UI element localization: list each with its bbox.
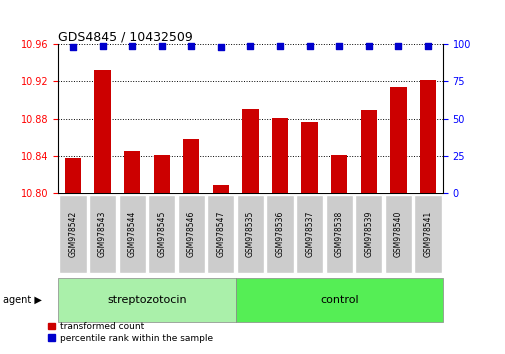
Text: GSM978544: GSM978544 <box>127 210 136 257</box>
FancyBboxPatch shape <box>89 195 116 273</box>
Bar <box>389 87 406 193</box>
Bar <box>212 185 229 193</box>
FancyBboxPatch shape <box>148 195 175 273</box>
Text: GSM978545: GSM978545 <box>157 210 166 257</box>
Text: GSM978543: GSM978543 <box>98 210 107 257</box>
Point <box>393 43 401 48</box>
Text: streptozotocin: streptozotocin <box>107 295 186 305</box>
Point <box>246 43 254 48</box>
Text: control: control <box>319 295 358 305</box>
Legend: transformed count, percentile rank within the sample: transformed count, percentile rank withi… <box>48 322 213 343</box>
Text: GSM978547: GSM978547 <box>216 210 225 257</box>
Text: GSM978539: GSM978539 <box>364 210 373 257</box>
Point <box>98 43 107 48</box>
Text: GSM978537: GSM978537 <box>305 210 314 257</box>
Bar <box>360 110 376 193</box>
Point <box>305 43 313 48</box>
Bar <box>301 122 317 193</box>
FancyBboxPatch shape <box>414 195 441 273</box>
FancyBboxPatch shape <box>118 195 145 273</box>
Text: GSM978546: GSM978546 <box>186 210 195 257</box>
Bar <box>419 80 435 193</box>
FancyBboxPatch shape <box>59 195 86 273</box>
Point <box>128 43 136 48</box>
Bar <box>65 158 81 193</box>
FancyBboxPatch shape <box>325 195 352 273</box>
Text: GSM978540: GSM978540 <box>393 210 402 257</box>
Bar <box>154 155 170 193</box>
Text: GSM978536: GSM978536 <box>275 210 284 257</box>
Bar <box>183 139 199 193</box>
Text: GSM978538: GSM978538 <box>334 211 343 257</box>
Point <box>158 43 166 48</box>
Point <box>334 43 342 48</box>
FancyBboxPatch shape <box>295 195 323 273</box>
Bar <box>271 118 288 193</box>
Point <box>275 43 283 48</box>
Point <box>187 43 195 48</box>
FancyBboxPatch shape <box>384 195 411 273</box>
Text: GSM978541: GSM978541 <box>423 211 432 257</box>
Point <box>217 44 225 50</box>
FancyBboxPatch shape <box>355 195 382 273</box>
FancyBboxPatch shape <box>177 195 205 273</box>
Text: GDS4845 / 10432509: GDS4845 / 10432509 <box>58 30 192 43</box>
Bar <box>330 155 346 193</box>
Bar <box>242 109 258 193</box>
Bar <box>124 151 140 193</box>
Point <box>69 44 77 50</box>
Text: agent ▶: agent ▶ <box>3 295 41 305</box>
FancyBboxPatch shape <box>207 195 234 273</box>
FancyBboxPatch shape <box>236 195 264 273</box>
Point <box>364 43 372 48</box>
Point <box>423 43 431 48</box>
Text: GSM978535: GSM978535 <box>245 210 255 257</box>
Bar <box>94 70 111 193</box>
Text: GSM978542: GSM978542 <box>68 211 77 257</box>
FancyBboxPatch shape <box>266 195 293 273</box>
FancyBboxPatch shape <box>58 278 235 322</box>
FancyBboxPatch shape <box>235 278 442 322</box>
